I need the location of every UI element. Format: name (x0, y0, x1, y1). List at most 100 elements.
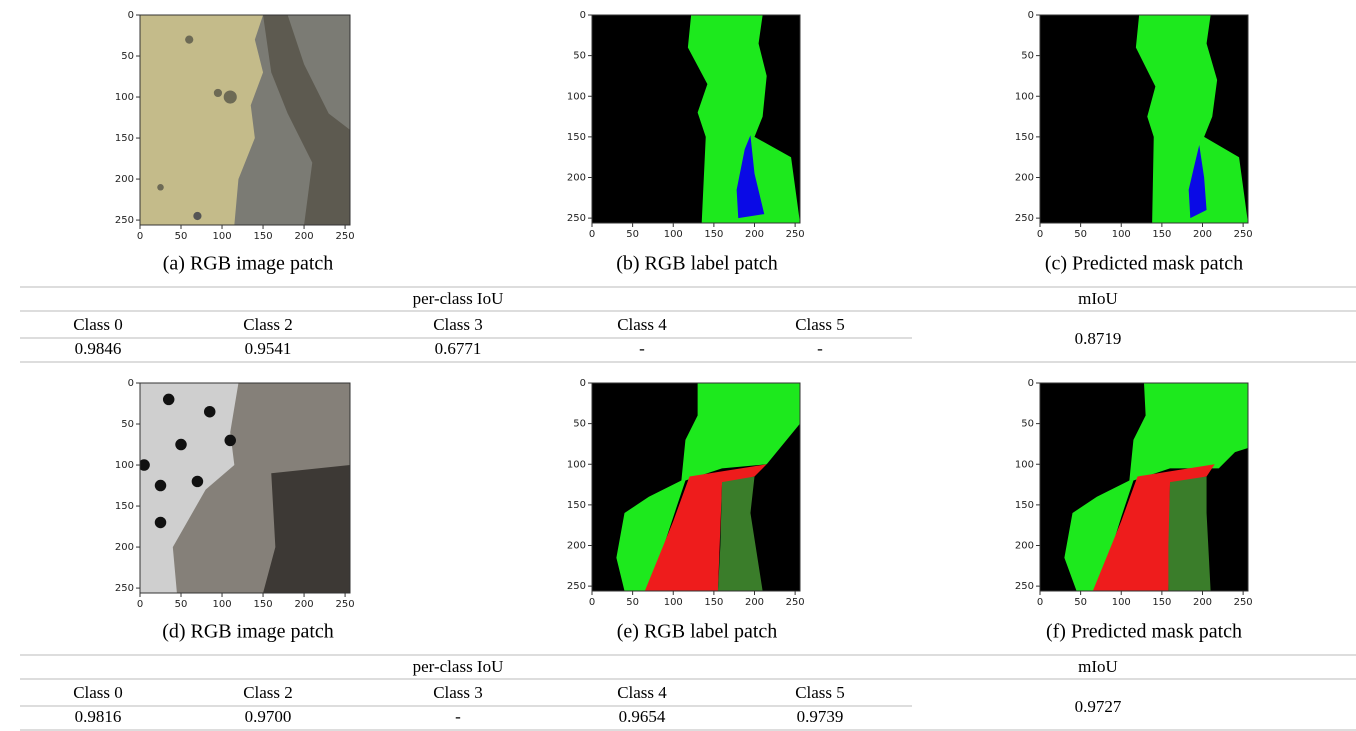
x-tick-label: 100 (664, 597, 683, 608)
x-tick-label: 50 (626, 229, 639, 240)
class-name: Class 3 (433, 315, 483, 334)
y-tick-label: 50 (1021, 51, 1034, 62)
x-tick-label: 100 (664, 229, 683, 240)
x-tick-label: 200 (745, 597, 764, 608)
x-tick-label: 50 (1074, 597, 1087, 608)
x-tick-label: 150 (1152, 229, 1171, 240)
y-tick-label: 100 (1015, 459, 1034, 470)
y-tick-label: 50 (573, 419, 586, 430)
x-tick-label: 200 (745, 229, 764, 240)
y-tick-label: 150 (1015, 132, 1034, 143)
x-tick-label: 0 (137, 599, 143, 610)
class-name: Class 2 (243, 315, 293, 334)
class-name: Class 0 (73, 315, 123, 334)
x-tick-label: 150 (704, 229, 723, 240)
x-tick-label: 0 (1037, 597, 1043, 608)
y-tick-label: 250 (567, 581, 586, 592)
iou-value: 0.9816 (75, 707, 122, 726)
y-tick-label: 250 (567, 213, 586, 224)
iou-value: - (817, 339, 823, 358)
y-tick-label: 250 (115, 215, 134, 226)
y-tick-label: 100 (567, 91, 586, 102)
iou-value: - (455, 707, 461, 726)
label-mask (592, 383, 800, 591)
rgb-image (140, 15, 350, 225)
y-tick-label: 0 (580, 378, 586, 389)
miou-value: 0.8719 (1075, 329, 1122, 348)
x-tick-label: 50 (175, 231, 188, 242)
class-name: Class 0 (73, 683, 123, 702)
caption: (c) Predicted mask patch (1045, 253, 1243, 275)
x-tick-label: 0 (589, 597, 595, 608)
y-tick-label: 50 (121, 419, 134, 430)
y-tick-label: 50 (1021, 419, 1034, 430)
y-tick-label: 0 (1028, 10, 1034, 21)
x-tick-label: 50 (1074, 229, 1087, 240)
y-tick-label: 200 (567, 173, 586, 184)
caption: (d) RGB image patch (162, 621, 334, 643)
x-tick-label: 100 (1112, 597, 1131, 608)
y-tick-label: 250 (1015, 213, 1034, 224)
y-tick-label: 150 (115, 133, 134, 144)
label-mask (592, 15, 800, 223)
iou-value: 0.9541 (245, 339, 292, 358)
y-tick-label: 100 (115, 92, 134, 103)
x-tick-label: 200 (295, 231, 314, 242)
x-tick-label: 250 (336, 599, 355, 610)
y-tick-label: 200 (1015, 173, 1034, 184)
x-tick-label: 200 (295, 599, 314, 610)
caption: (f) Predicted mask patch (1046, 621, 1242, 643)
y-tick-label: 250 (1015, 581, 1034, 592)
class-name: Class 2 (243, 683, 293, 702)
iou-value: - (639, 339, 645, 358)
rgb-image (138, 383, 350, 593)
y-tick-label: 50 (573, 51, 586, 62)
y-tick-label: 200 (115, 542, 134, 553)
x-tick-label: 0 (589, 229, 595, 240)
x-tick-label: 200 (1193, 597, 1212, 608)
class-name: Class 4 (617, 315, 667, 334)
x-tick-label: 100 (212, 231, 231, 242)
figure: 005050100100150150200200250250(a) RGB im… (0, 0, 1356, 731)
x-tick-label: 250 (336, 231, 355, 242)
y-tick-label: 50 (121, 51, 134, 62)
x-tick-label: 200 (1193, 229, 1212, 240)
class-name: Class 4 (617, 683, 667, 702)
predicted-mask (1040, 383, 1248, 591)
x-tick-label: 50 (175, 599, 188, 610)
class-name: Class 5 (795, 315, 845, 334)
y-tick-label: 0 (128, 378, 134, 389)
table-header: per-class IoU (413, 657, 504, 676)
iou-value: 0.9846 (75, 339, 122, 358)
y-tick-label: 250 (115, 583, 134, 594)
predicted-mask (1040, 15, 1248, 223)
y-tick-label: 0 (580, 10, 586, 21)
x-tick-label: 100 (1112, 229, 1131, 240)
miou-value: 0.9727 (1075, 697, 1122, 716)
y-tick-label: 100 (567, 459, 586, 470)
caption: (b) RGB label patch (616, 253, 778, 275)
table-header: mIoU (1078, 657, 1118, 676)
iou-value: 0.9739 (797, 707, 844, 726)
y-tick-label: 0 (128, 10, 134, 21)
class-name: Class 3 (433, 683, 483, 702)
y-tick-label: 200 (1015, 541, 1034, 552)
x-tick-label: 100 (212, 599, 231, 610)
table-header: per-class IoU (413, 289, 504, 308)
y-tick-label: 100 (115, 460, 134, 471)
x-tick-label: 150 (254, 599, 273, 610)
table-header: mIoU (1078, 289, 1118, 308)
y-tick-label: 150 (567, 132, 586, 143)
y-tick-label: 100 (1015, 91, 1034, 102)
x-tick-label: 50 (626, 597, 639, 608)
x-tick-label: 0 (1037, 229, 1043, 240)
class-name: Class 5 (795, 683, 845, 702)
y-tick-label: 150 (115, 501, 134, 512)
x-tick-label: 150 (254, 231, 273, 242)
iou-value: 0.6771 (435, 339, 482, 358)
iou-value: 0.9654 (619, 707, 666, 726)
y-tick-label: 150 (567, 500, 586, 511)
iou-value: 0.9700 (245, 707, 292, 726)
x-tick-label: 0 (137, 231, 143, 242)
x-tick-label: 250 (786, 229, 805, 240)
